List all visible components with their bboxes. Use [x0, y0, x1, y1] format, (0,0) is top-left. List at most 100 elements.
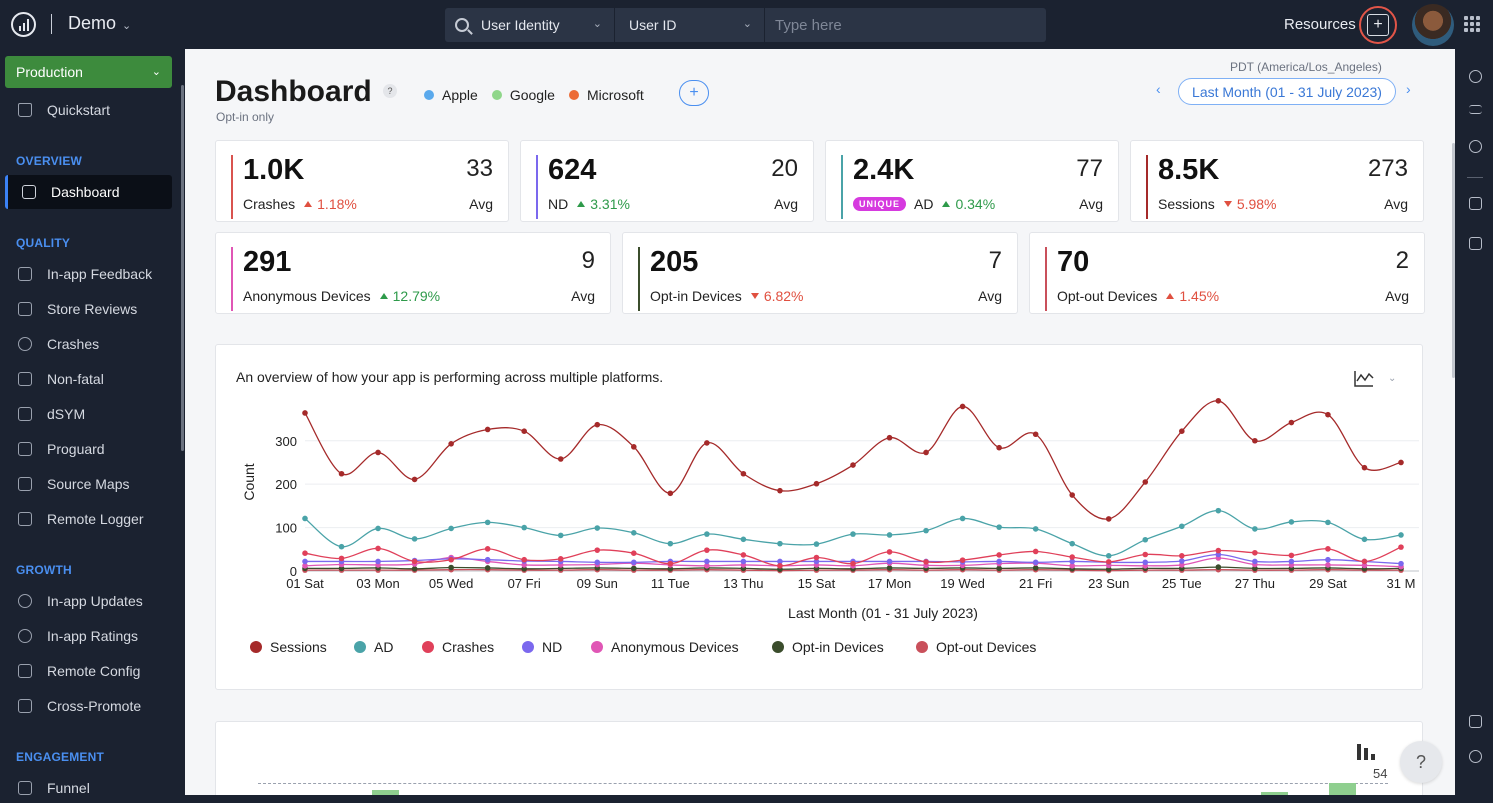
avatar[interactable] — [1412, 4, 1454, 46]
data-point — [1325, 519, 1331, 526]
main-scrollbar[interactable] — [1452, 143, 1455, 378]
kpi-label: AD — [914, 196, 934, 212]
app-grid-icon[interactable] — [1464, 16, 1480, 32]
kpi-card-ad[interactable]: 2.4K UNIQUE AD 0.34% 77 Avg — [825, 140, 1119, 222]
x-tick-label: 03 Mon — [356, 576, 399, 591]
data-point — [1032, 526, 1039, 532]
platform-label: Microsoft — [586, 87, 644, 103]
users-icon[interactable] — [1469, 70, 1482, 83]
x-tick-label: 17 Mon — [868, 576, 911, 591]
sidebar-scrollbar[interactable] — [181, 85, 184, 451]
sidebar-item-crashes[interactable]: Crashes — [18, 331, 99, 357]
project-selector[interactable]: Demo ⌄ — [68, 13, 131, 34]
data-point — [375, 558, 381, 565]
sidebar-item-in-app-feedback[interactable]: In-app Feedback — [18, 261, 152, 287]
data-point — [996, 552, 1002, 558]
kpi-avg-label: Avg — [469, 196, 493, 212]
sidebar-item-source-maps[interactable]: Source Maps — [18, 471, 129, 497]
data-point — [448, 525, 454, 532]
kpi-card-sessions[interactable]: 8.5K Sessions 5.98% 273 Avg — [1130, 140, 1424, 222]
platform-microsoft[interactable]: Microsoft — [568, 87, 644, 103]
kpi-card-crashes[interactable]: 1.0K Crashes 1.18% 33 Avg — [215, 140, 509, 222]
sidebar-item-cross-promote[interactable]: Cross-Promote — [18, 693, 141, 719]
x-tick-label: 19 Wed — [940, 576, 985, 591]
search-input[interactable] — [775, 16, 1035, 34]
x-tick-label: 13 Thu — [723, 576, 763, 591]
kpi-card-opt-out-devices[interactable]: 70 Opt-out Devices 1.45% 2 Avg — [1029, 232, 1425, 314]
device-icon[interactable] — [1469, 197, 1482, 210]
resources-link[interactable]: Resources — [1284, 16, 1356, 33]
kpi-avg-value: 33 — [466, 155, 493, 182]
data-point — [1288, 552, 1295, 559]
data-point — [886, 565, 893, 571]
kpi-accent-bar — [536, 155, 538, 219]
sidebar-item-label: In-app Updates — [47, 593, 143, 609]
chat-icon[interactable] — [1469, 715, 1482, 728]
sidebar-item-dsym[interactable]: dSYM — [18, 401, 85, 427]
kpi-card-nd[interactable]: 624 ND 3.31% 20 Avg — [520, 140, 814, 222]
kpi-avg-value: 20 — [771, 155, 798, 182]
sidebar-item-remote-logger[interactable]: Remote Logger — [18, 506, 144, 532]
y-axis-label: Count — [241, 463, 257, 500]
sidebar-item-non-fatal[interactable]: Non-fatal — [18, 366, 104, 392]
search-field-dropdown[interactable]: User ID ⌄ — [615, 8, 765, 42]
palette-icon[interactable] — [1469, 750, 1482, 763]
data-point — [1142, 551, 1149, 558]
search-icon — [455, 18, 469, 32]
platform-dot — [491, 90, 502, 100]
sidebar-item-funnel[interactable]: Funnel — [18, 775, 90, 801]
data-point — [740, 470, 747, 477]
data-point — [996, 565, 1002, 572]
platform-google[interactable]: Google — [491, 87, 555, 103]
sidebar-item-quickstart[interactable]: Quickstart — [18, 97, 110, 123]
data-point — [1398, 544, 1404, 550]
kpi-avg-label: Avg — [774, 196, 798, 212]
data-point — [996, 444, 1002, 451]
chart-bar — [1329, 783, 1356, 795]
platform-apple[interactable]: Apple — [424, 87, 478, 103]
swap-icon[interactable] — [1469, 105, 1482, 114]
environment-dropdown[interactable]: Production ⌄ — [5, 56, 172, 88]
data-point — [594, 525, 601, 531]
app-logo-icon[interactable] — [11, 12, 36, 37]
sidebar-item-in-app-updates[interactable]: In-app Updates — [18, 588, 143, 614]
help-button[interactable]: ? — [1400, 741, 1442, 783]
page-subtitle: Opt-in only — [216, 110, 275, 124]
search-type-dropdown[interactable]: User Identity ⌄ — [445, 8, 615, 42]
sidebar-item-proguard[interactable]: Proguard — [18, 436, 105, 462]
notes-icon[interactable] — [1469, 237, 1482, 250]
line-chart-icon[interactable] — [1354, 369, 1374, 387]
data-point — [521, 556, 527, 563]
kpi-card-opt-in-devices[interactable]: 205 Opt-in Devices 6.82% 7 Avg — [622, 232, 1018, 314]
chevron-down-icon[interactable]: ⌄ — [1388, 373, 1397, 384]
data-point — [1252, 526, 1258, 532]
data-point — [557, 556, 564, 562]
feedback-icon — [18, 267, 32, 281]
sidebar-item-in-app-ratings[interactable]: In-app Ratings — [18, 623, 138, 649]
sidebar-item-remote-config[interactable]: Remote Config — [18, 658, 140, 684]
kpi-value: 1.0K — [243, 154, 305, 186]
data-point — [704, 440, 710, 446]
bug-icon — [18, 337, 32, 351]
chevron-right-icon[interactable]: › — [1406, 81, 1411, 97]
bar-chart-icon[interactable] — [1357, 744, 1375, 760]
help-icon[interactable]: ? — [383, 84, 397, 98]
data-point — [1179, 553, 1185, 559]
data-point — [484, 519, 491, 526]
sidebar-item-label: Remote Config — [47, 663, 141, 679]
add-button[interactable]: + — [1359, 6, 1397, 44]
settings-icon[interactable] — [1469, 140, 1482, 153]
line-chart: 0 100 200 300 Count 01 Sat 03 Mon 05 Wed 07 Fri 0… — [241, 398, 1419, 655]
chevron-left-icon[interactable]: ‹ — [1156, 81, 1161, 97]
data-point — [886, 532, 893, 538]
sidebar-item-dashboard[interactable]: Dashboard — [22, 179, 120, 205]
sidebar-item-store-reviews[interactable]: Store Reviews — [18, 296, 137, 322]
kpi-accent-bar — [1146, 155, 1148, 219]
add-platform-button[interactable]: + — [679, 80, 709, 106]
data-point — [996, 524, 1002, 530]
kpi-card-anonymous-devices[interactable]: 291 Anonymous Devices 12.79% 9 Avg — [215, 232, 611, 314]
date-range-picker[interactable]: Last Month (01 - 31 July 2023) — [1178, 78, 1396, 105]
data-point — [667, 490, 674, 497]
x-axis-label: Last Month (01 - 31 July 2023) — [788, 605, 978, 621]
sidebar-item-label: Remote Logger — [47, 511, 144, 527]
